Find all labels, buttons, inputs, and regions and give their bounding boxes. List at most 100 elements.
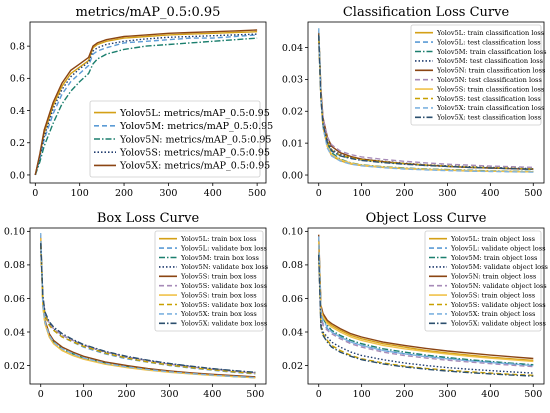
legend-label: Yolov5M: validate object loss xyxy=(450,263,549,271)
legend-label: Yolov5X: train classification loss xyxy=(436,104,545,112)
y-tick-label: 0.06 xyxy=(282,294,303,305)
legend-label: Yolov5M: train box loss xyxy=(180,254,259,262)
y-tick-label: 0.04 xyxy=(4,327,25,338)
series-line-10 xyxy=(40,243,256,373)
y-tick-label: 0.02 xyxy=(4,361,25,372)
x-tick-label: 200 xyxy=(117,389,135,400)
legend-label: Yolov5N: test classification loss xyxy=(436,76,542,84)
x-tick-label: 400 xyxy=(204,188,222,199)
series-group xyxy=(318,234,534,377)
x-tick-label: 200 xyxy=(395,389,413,400)
legend-label: Yolov5S: validate object loss xyxy=(450,301,546,309)
legend-label: Yolov5M: metrics/mAP_0.5:0.95 xyxy=(119,121,273,132)
x-tick-label: 100 xyxy=(75,389,93,400)
legend-label: Yolov5N: validate box loss xyxy=(180,263,269,271)
series-line-1 xyxy=(318,239,534,362)
series-line-5 xyxy=(40,234,256,378)
plot-frame xyxy=(29,227,267,385)
legend-label: Yolov5S: train classification loss xyxy=(436,85,545,93)
series-line-8 xyxy=(40,244,256,375)
legend-label: Yolov5N: metrics/mAP_0.5:0.95 xyxy=(119,134,271,145)
legend: Yolov5L: train classification loss Yolov5… xyxy=(410,24,547,126)
y-tick-label: 0.02 xyxy=(282,361,303,372)
x-tick-label: 100 xyxy=(353,188,371,199)
chart-title: metrics/mAP_0.5:0.95 xyxy=(76,5,221,20)
legend-label: Yolov5S: train box loss xyxy=(180,291,257,299)
x-tick-label: 300 xyxy=(438,389,456,400)
legend-label: Yolov5S: metrics/mAP_0.5:0.95 xyxy=(119,148,270,159)
series-line-9 xyxy=(40,232,256,379)
y-tick-label: 0.2 xyxy=(10,138,25,149)
y-tick-label: 0.01 xyxy=(282,138,303,149)
chart-panel-3: Box Loss Curve 0 100 200 300 400 500 0.02 0.04 0.… xyxy=(4,211,269,400)
x-tick-label: 500 xyxy=(524,389,542,400)
series-line-3 xyxy=(318,238,534,366)
chart-panel-4: Object Loss Curve 0 100 200 300 400 500 0.02 0.0… xyxy=(282,211,549,400)
plot-frame xyxy=(307,21,545,184)
y-tick-label: 0.10 xyxy=(282,227,303,238)
x-tick-label: 100 xyxy=(353,389,371,400)
series-line-4 xyxy=(34,33,258,176)
y-tick-label: 0.03 xyxy=(282,75,303,86)
x-tick-label: 300 xyxy=(160,389,178,400)
legend-label: Yolov5X: validate object loss xyxy=(450,320,546,328)
legend-label: Yolov5S: validate box loss xyxy=(180,301,268,309)
x-tick-label: 0 xyxy=(316,389,322,400)
x-tick-label: 500 xyxy=(248,188,266,199)
x-tick-label: 0 xyxy=(38,389,44,400)
chart-title: Object Loss Curve xyxy=(366,211,487,226)
legend-label: Yolov5L: validate object loss xyxy=(450,244,546,252)
series-line-9 xyxy=(318,28,534,173)
legend-box xyxy=(424,230,542,332)
series-line-6 xyxy=(318,41,534,169)
legend-box xyxy=(154,230,264,332)
plot-frame xyxy=(29,21,267,184)
series-line-3 xyxy=(34,37,258,176)
legend-label: Yolov5L: metrics/mAP_0.5:0.95 xyxy=(119,108,270,119)
legend-label: Yolov5N: train object loss xyxy=(450,273,537,281)
y-tick-label: 0.10 xyxy=(4,227,25,238)
y-tick-label: 0.00 xyxy=(282,170,303,181)
legend-label: Yolov5M: train object loss xyxy=(450,254,538,262)
x-tick-label: 400 xyxy=(481,389,499,400)
y-tick-label: 0.6 xyxy=(10,74,25,85)
legend-box xyxy=(89,100,261,178)
y-tick-label: 0.08 xyxy=(4,260,25,271)
plot-frame xyxy=(307,227,545,385)
series-line-4 xyxy=(318,251,534,374)
x-tick-label: 500 xyxy=(524,188,542,199)
x-tick-label: 100 xyxy=(71,188,89,199)
legend-label: Yolov5M: test classification loss xyxy=(436,57,544,65)
legend-label: Yolov5S: train box loss xyxy=(180,273,257,281)
legend-label: Yolov5S: train object loss xyxy=(450,291,536,299)
y-tick-label: 0.04 xyxy=(282,327,303,338)
series-line-6 xyxy=(318,249,534,368)
x-tick-label: 300 xyxy=(438,188,456,199)
legend-label: Yolov5X: metrics/mAP_0.5:0.95 xyxy=(119,161,270,172)
legend-box xyxy=(410,24,542,126)
legend-label: Yolov5S: validate box loss xyxy=(180,282,268,290)
legend-label: Yolov5X: train object loss xyxy=(450,310,536,318)
y-tick-label: 0.8 xyxy=(10,41,25,52)
legend-label: Yolov5L: validate box loss xyxy=(180,244,268,252)
y-tick-label: 0.02 xyxy=(282,107,303,118)
legend: Yolov5L: metrics/mAP_0.5:0.95 Yolov5M: me… xyxy=(89,100,273,178)
chart-title: Classification Loss Curve xyxy=(343,5,510,20)
series-line-2 xyxy=(34,34,258,176)
legend-label: Yolov5N: train classification loss xyxy=(436,67,546,75)
series-line-9 xyxy=(318,236,534,367)
legend-label: Yolov5X: train box loss xyxy=(180,310,257,318)
y-tick-label: 0.0 xyxy=(10,170,25,181)
series-line-1 xyxy=(34,31,258,176)
chart-title: Box Loss Curve xyxy=(97,211,200,226)
series-line-5 xyxy=(318,234,534,360)
series-line-5 xyxy=(34,29,258,176)
legend-label: Yolov5L: train classification loss xyxy=(436,29,545,37)
legend-label: Yolov5X: validate box loss xyxy=(180,320,268,328)
y-tick-label: 0.4 xyxy=(10,106,25,117)
chart-panel-2: Classification Loss Curve 0 100 200 300 400 50… xyxy=(282,5,547,199)
